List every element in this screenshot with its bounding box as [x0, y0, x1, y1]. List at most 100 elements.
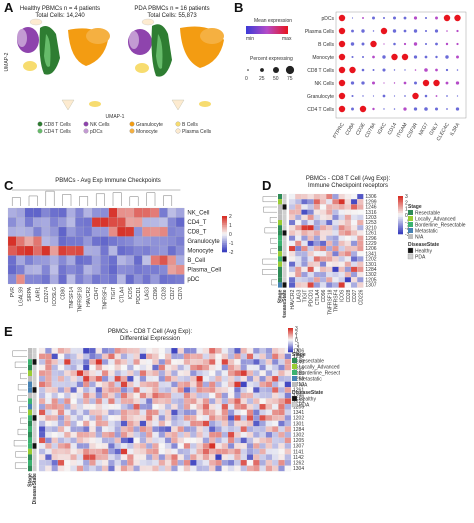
- heat-cell: [171, 359, 178, 365]
- heat-cell: [196, 359, 203, 365]
- heat-cell: [319, 193, 327, 200]
- heat-cell: [49, 255, 59, 266]
- heat-cell: [146, 431, 153, 438]
- heat-cell: [246, 375, 254, 382]
- heat-cell: [284, 370, 292, 377]
- heat-cell: [326, 240, 333, 247]
- heat-cell: [196, 465, 203, 472]
- heat-cell: [114, 353, 121, 360]
- heat-cell: [152, 347, 159, 354]
- heat-cell: [127, 398, 134, 405]
- heat-cell: [221, 353, 229, 360]
- heat-cell: [221, 443, 229, 449]
- heat-cell: [307, 199, 314, 205]
- heat-cell: [259, 375, 266, 382]
- annot-stage-cell: [28, 426, 32, 432]
- heat-cell: [307, 245, 314, 252]
- scale-tick: -1: [229, 241, 234, 247]
- heat-cell: [190, 387, 197, 393]
- heat-cell: [344, 209, 352, 215]
- heat-cell: [45, 420, 52, 427]
- heat-cell: [295, 204, 302, 210]
- heatmap-c-col-label: TNFRSF4: [103, 287, 109, 310]
- heat-cell: [133, 364, 140, 371]
- heat-cell: [38, 375, 46, 382]
- stage-item-label: N/A: [415, 235, 424, 241]
- heat-cell: [83, 264, 93, 275]
- dot-row-label: pDCs: [321, 16, 334, 22]
- heat-cell: [301, 199, 308, 205]
- heat-cell: [45, 448, 52, 455]
- heat-cell: [234, 392, 241, 399]
- cluster-b-left: [23, 61, 37, 71]
- heat-cell: [152, 415, 159, 421]
- heat-cell: [215, 420, 222, 427]
- heat-cell: [350, 256, 358, 262]
- heat-cell: [196, 448, 203, 455]
- heat-cell: [114, 347, 121, 354]
- heat-cell: [45, 364, 52, 371]
- annot-stage-cell: [28, 420, 32, 427]
- heat-cell: [83, 415, 90, 421]
- heat-cell: [16, 245, 25, 256]
- dot-mark: [434, 29, 439, 33]
- heat-cell: [83, 454, 90, 461]
- heatmap-e-scale: 3210-1-2-3: [288, 326, 300, 356]
- heat-cell: [114, 437, 121, 444]
- heat-cell: [164, 409, 172, 416]
- heat-cell: [164, 443, 172, 449]
- heat-cell: [278, 375, 285, 382]
- heat-cell: [278, 431, 285, 438]
- heat-cell: [350, 240, 358, 247]
- heat-cell: [133, 431, 140, 438]
- heat-cell: [139, 420, 147, 427]
- heat-cell: [95, 459, 103, 466]
- dot-mark: [414, 69, 417, 71]
- dot-mark: [350, 81, 355, 85]
- dot-mark: [361, 68, 365, 72]
- heat-cell: [120, 409, 128, 416]
- heat-cell: [41, 245, 51, 256]
- legend-item-label: NK Cells: [90, 122, 110, 128]
- heat-cell: [101, 364, 109, 371]
- dot-mark: [372, 107, 375, 111]
- heat-cell: [38, 364, 46, 371]
- heat-cell: [288, 271, 296, 278]
- heat-cell: [108, 226, 118, 237]
- heat-cell: [70, 353, 77, 360]
- annot-stage-cell: [278, 220, 282, 226]
- heat-cell: [240, 403, 247, 410]
- heat-cell: [83, 381, 90, 388]
- size-legend-tick: 0: [245, 76, 248, 82]
- heat-cell: [301, 225, 308, 231]
- heat-cell: [101, 459, 109, 466]
- heat-cell: [57, 431, 65, 438]
- heat-cell: [240, 381, 247, 388]
- heat-cell: [133, 454, 140, 461]
- heatmap-c-col-label: ICOS: [128, 286, 134, 299]
- heat-cell: [227, 364, 235, 371]
- heat-cell: [45, 465, 52, 472]
- heat-cell: [152, 454, 159, 461]
- heat-cell: [265, 381, 273, 388]
- heat-cell: [177, 409, 184, 416]
- heat-cell: [100, 264, 109, 275]
- dot-mark: [404, 69, 406, 71]
- annot-stage-cell: [28, 398, 32, 404]
- heat-cell: [350, 266, 358, 273]
- heat-cell: [265, 353, 273, 360]
- heat-cell: [177, 392, 184, 399]
- heat-cell: [177, 415, 184, 421]
- heatmap-d-row-label: 1341: [365, 251, 376, 257]
- heat-cell: [307, 271, 314, 278]
- heat-cell: [227, 387, 235, 393]
- heat-cell: [171, 426, 178, 433]
- heat-cell: [183, 431, 191, 438]
- heat-cell: [114, 381, 121, 388]
- heat-cell: [33, 217, 42, 228]
- heat-cell: [344, 266, 352, 273]
- heatmap-d-col-label: HAVCR2: [290, 289, 296, 309]
- dot-mark: [382, 94, 386, 98]
- heat-cell: [152, 381, 159, 388]
- heat-cell: [146, 347, 153, 354]
